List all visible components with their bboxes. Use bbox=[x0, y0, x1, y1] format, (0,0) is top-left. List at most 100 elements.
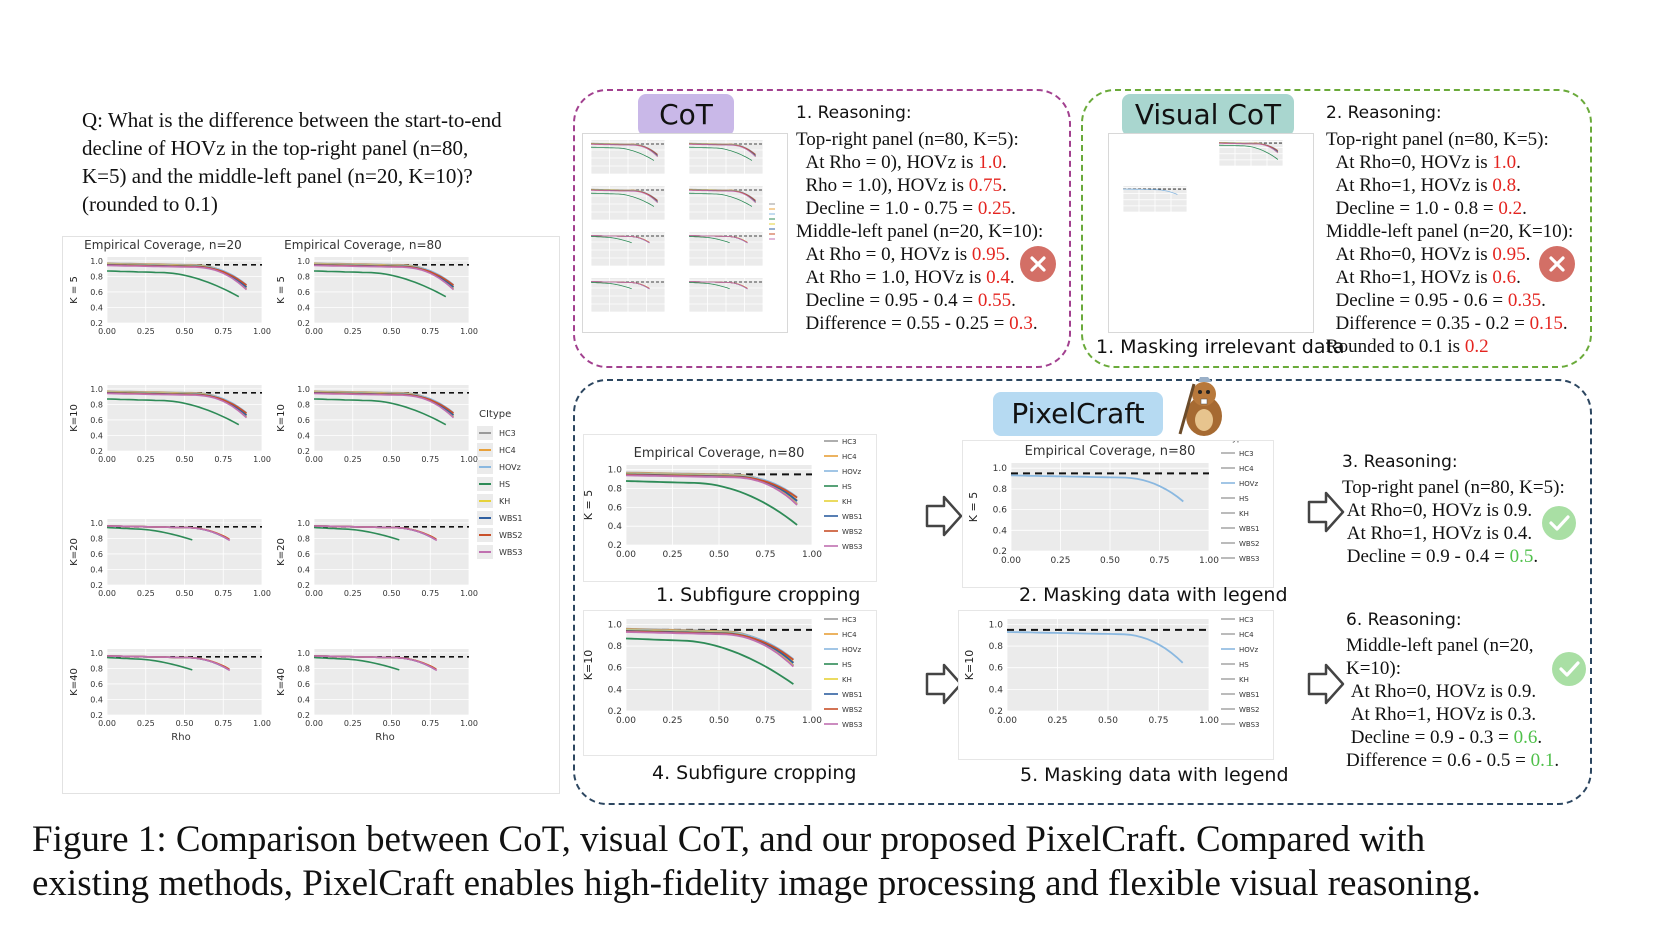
y-tick-label: 0.4 bbox=[90, 431, 103, 440]
check-icon bbox=[1559, 661, 1580, 677]
x-tick-label: 0.50 bbox=[176, 589, 194, 598]
series-line-hs bbox=[106, 656, 193, 671]
reasoning-text: Difference = 0.55 - 0.25 = bbox=[796, 313, 1010, 334]
x-tick-label: 0.25 bbox=[662, 716, 682, 726]
legend-label: HS bbox=[1239, 495, 1249, 503]
question-line: K=5) and the middle-left panel (n=20, K=… bbox=[82, 164, 473, 188]
y-tick-label: 0.8 bbox=[608, 485, 623, 495]
reasoning-text: . bbox=[1562, 313, 1568, 334]
highlighted-value: 1.0 bbox=[1492, 152, 1517, 173]
x-tick-label: 0.75 bbox=[421, 327, 439, 336]
figure-caption-line: Figure 1: Comparison between CoT, visual… bbox=[32, 819, 1426, 860]
y-tick-label: 0.2 bbox=[993, 547, 1007, 557]
reasoning-text: . bbox=[1533, 546, 1539, 567]
reasoning-text: . bbox=[1541, 290, 1546, 311]
legend-label: WBS3 bbox=[1239, 555, 1260, 563]
reasoning-text: Top-right panel (n=80, K=5): bbox=[1342, 477, 1565, 498]
y-tick-label: 0.8 bbox=[90, 272, 103, 281]
x-tick-label: 0.25 bbox=[344, 589, 362, 598]
reasoning-line: Difference = 0.35 - 0.2 = 0.15. bbox=[1326, 312, 1573, 335]
reasoning-line: Difference = 0.55 - 0.25 = 0.3. bbox=[796, 312, 1043, 335]
x-tick-label: 0.25 bbox=[137, 455, 155, 464]
x-tick-label: 0.50 bbox=[383, 719, 401, 728]
y-tick-label: 0.4 bbox=[993, 526, 1008, 536]
legend-label: WBS1 bbox=[1239, 525, 1260, 533]
reasoning-text: At Rho=1, HOVz is bbox=[1326, 175, 1493, 196]
reasoning-line: At Rho=0, HOVz is 1.0. bbox=[1326, 151, 1573, 174]
crop-chart-title: Empirical Coverage, n=80 bbox=[634, 446, 805, 461]
series-line-wbs3 bbox=[1219, 142, 1279, 154]
x-tick-label: 0.25 bbox=[137, 589, 155, 598]
reasoning-text: Top-right panel (n=80, K=5): bbox=[796, 129, 1019, 150]
y-tick-label: 0.4 bbox=[297, 565, 310, 574]
highlighted-value: 0.75 bbox=[968, 175, 1002, 196]
reasoning-text: Middle-left panel (n=20, bbox=[1346, 635, 1534, 656]
y-tick-label: 0.8 bbox=[297, 534, 310, 543]
x-tick-label: 0.50 bbox=[709, 550, 729, 560]
legend-label: HC4 bbox=[499, 446, 516, 455]
question-line: Q: What is the difference between the st… bbox=[82, 108, 502, 132]
x-tick-label: 0.00 bbox=[98, 327, 116, 336]
highlighted-value: 0.95 bbox=[1492, 244, 1526, 265]
x-tick-label: 0.25 bbox=[344, 455, 362, 464]
y-tick-label: 0.4 bbox=[297, 431, 310, 440]
highlighted-value: 0.1 bbox=[1530, 750, 1555, 771]
y-tick-label: 0.8 bbox=[90, 534, 103, 543]
x-tick-label: 1.00 bbox=[253, 589, 271, 598]
x-tick-label: 0.00 bbox=[305, 719, 323, 728]
series-line-hs bbox=[106, 398, 240, 426]
x-tick-label: 0.75 bbox=[214, 719, 232, 728]
reasoning-line: At Rho=1, HOVz is 0.8. bbox=[1326, 174, 1573, 197]
reasoning-text: Middle-left panel (n=20, K=10): bbox=[1326, 221, 1574, 242]
highlighted-value: 0.2 bbox=[1464, 336, 1489, 357]
reasoning-text: Rounded to 0.1 is bbox=[1326, 336, 1465, 357]
legend-label: HS bbox=[842, 483, 852, 491]
legend-label: KH bbox=[1239, 676, 1249, 684]
x-tick-label: 0.00 bbox=[616, 550, 636, 560]
wrong-answer-icon bbox=[1020, 246, 1056, 282]
pixelcraft-reasoning-3-heading: 3. Reasoning: bbox=[1342, 452, 1458, 472]
reasoning-text: At Rho=1, HOVz is bbox=[1326, 267, 1493, 288]
y-tick-label: 0.6 bbox=[608, 664, 623, 674]
reasoning-line: K=10): bbox=[1346, 657, 1559, 680]
reasoning-line: Top-right panel (n=80, K=5): bbox=[796, 128, 1043, 151]
reasoning-text: At Rho=0, HOVz is 0.9. bbox=[1342, 500, 1533, 521]
row-label: K = 5 bbox=[584, 490, 595, 520]
reasoning-line: At Rho=0, HOVz is 0.9. bbox=[1342, 499, 1565, 522]
x-tick-label: 1.00 bbox=[460, 327, 478, 336]
reasoning-text: At Rho=0, HOVz is bbox=[1326, 152, 1493, 173]
reasoning-text: Decline = 0.95 - 0.6 = bbox=[1326, 290, 1508, 311]
column-title: Empirical Coverage, n=80 bbox=[284, 238, 442, 252]
y-tick-label: 1.0 bbox=[90, 257, 103, 266]
y-tick-label: 0.2 bbox=[297, 319, 310, 328]
visual-cot-badge: Visual CoT bbox=[1122, 94, 1294, 136]
y-tick-label: 0.2 bbox=[297, 711, 310, 720]
reasoning-line: Rho = 1.0), HOVz is 0.75. bbox=[796, 174, 1043, 197]
reasoning-line: At Rho = 0, HOVz is 0.95. bbox=[796, 243, 1043, 266]
reasoning-text: Difference = 0.35 - 0.2 = bbox=[1326, 313, 1530, 334]
highlighted-value: 0.35 bbox=[1507, 290, 1542, 311]
highlighted-value: 0.2 bbox=[1498, 198, 1523, 219]
x-tick-label: 0.00 bbox=[305, 327, 323, 336]
reasoning-line: Decline = 0.95 - 0.6 = 0.35. bbox=[1326, 289, 1573, 312]
x-tick-label: 0.50 bbox=[1100, 556, 1120, 566]
series-line-hs bbox=[313, 270, 447, 298]
reasoning-line: At Rho = 0), HOVz is 1.0. bbox=[796, 151, 1043, 174]
y-tick-label: 0.4 bbox=[90, 695, 103, 704]
reasoning-text: K=10): bbox=[1346, 658, 1402, 679]
y-tick-label: 0.2 bbox=[608, 541, 622, 551]
figure-caption-line: existing methods, PixelCraft enables hig… bbox=[32, 863, 1481, 904]
visual-cot-thumbnail-chart bbox=[1122, 140, 1284, 213]
series-line-wbs3 bbox=[106, 392, 248, 419]
highlighted-value: 0.3 bbox=[1009, 313, 1033, 334]
visual-cot-panel bbox=[1081, 89, 1592, 368]
legend-label: HS bbox=[499, 480, 510, 489]
y-tick-label: 0.2 bbox=[90, 447, 103, 456]
highlighted-value: 0.4 bbox=[986, 267, 1010, 288]
x-tick-label: 1.00 bbox=[802, 716, 822, 726]
reasoning-text: Decline = 0.9 - 0.3 = bbox=[1346, 727, 1514, 748]
legend-label: HC4 bbox=[1239, 631, 1254, 639]
series-line-hs bbox=[313, 398, 447, 426]
x-tick-label: 0.50 bbox=[383, 589, 401, 598]
reasoning-line: Decline = 0.9 - 0.4 = 0.5. bbox=[1342, 545, 1565, 568]
